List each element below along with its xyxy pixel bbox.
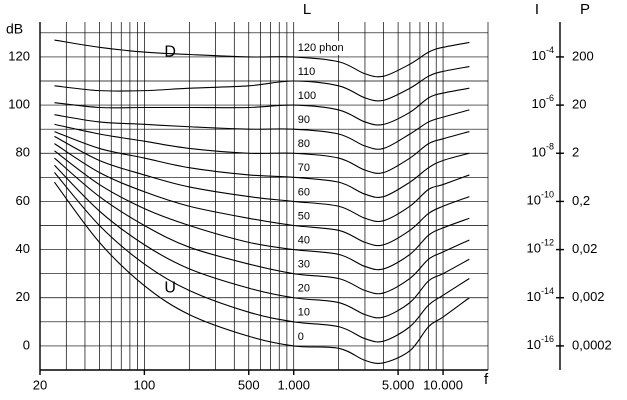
contour-line	[54, 135, 470, 223]
y-tick-label: 40	[16, 241, 30, 256]
x-axis-label: f	[484, 371, 489, 388]
x-tick-label: 1.000	[277, 377, 310, 392]
i-base: 10	[527, 193, 541, 208]
y-tick-label: 120	[8, 48, 30, 63]
contour-line	[54, 123, 470, 174]
i-exponent: -10	[541, 190, 554, 200]
curve-label: 30	[298, 259, 310, 271]
p-tick-label: 2	[572, 145, 579, 160]
curve-label: 60	[298, 186, 310, 198]
contour-line	[54, 131, 470, 198]
label-bg	[295, 257, 313, 272]
y-tick-label: 0	[23, 337, 30, 352]
curve-label: 0	[298, 331, 304, 343]
i-base: 10	[527, 289, 541, 304]
y-tick-label: 60	[16, 193, 30, 208]
curve-label: 70	[298, 162, 310, 174]
curve-label: 40	[298, 234, 310, 246]
x-tick-label: 10.000	[423, 377, 463, 392]
p-tick-label: 0,02	[572, 241, 597, 256]
i-tick-label: 10-12	[527, 238, 554, 256]
contour-line	[54, 66, 470, 102]
y-axis-label: dB	[6, 21, 23, 37]
i-tick-label: 10-8	[532, 142, 554, 160]
contour-line	[54, 87, 470, 126]
label-bg	[295, 185, 313, 200]
label-bg	[295, 305, 313, 320]
i-tick-label: 10-10	[527, 190, 554, 208]
p-tick-label: 200	[572, 48, 594, 63]
i-base: 10	[527, 241, 541, 256]
chart-title: L	[303, 1, 311, 18]
label-bg	[295, 89, 320, 104]
i-exponent: -8	[546, 142, 554, 152]
i-base: 10	[532, 97, 546, 112]
i-tick-label: 10-16	[527, 334, 554, 352]
i-base: 10	[532, 145, 546, 160]
contour-line	[54, 164, 470, 319]
curve-label: 20	[298, 283, 310, 295]
contour-line	[54, 39, 470, 78]
y-tick-label: 80	[16, 145, 30, 160]
x-tick-label: 100	[134, 377, 156, 392]
i-tick-label: 10-6	[532, 93, 554, 111]
contour-line	[54, 157, 470, 295]
annotation: U	[164, 279, 176, 296]
x-tick-label: 500	[238, 377, 260, 392]
i-exponent: -16	[541, 334, 554, 344]
contour-line	[54, 143, 470, 247]
x-tick-label: 20	[33, 377, 47, 392]
curve-label: 10	[298, 307, 310, 319]
y-tick-label: 100	[8, 97, 30, 112]
annotation: D	[164, 43, 176, 60]
label-bg	[295, 233, 313, 248]
curve-label: 80	[298, 138, 310, 150]
p-tick-label: 20	[572, 97, 586, 112]
p-tick-label: 0,0002	[572, 337, 612, 352]
y-tick-label: 20	[16, 289, 30, 304]
curve-label: 50	[298, 210, 310, 222]
contour-line	[54, 150, 470, 271]
right-scale-title: I	[535, 1, 539, 18]
curve-label: 90	[298, 114, 310, 126]
curve-label: 120 phon	[298, 42, 344, 54]
contour-line	[54, 181, 470, 364]
contour-line	[54, 109, 470, 150]
curve-label: 110	[298, 66, 316, 78]
label-bg	[295, 329, 307, 344]
label-bg	[295, 161, 313, 176]
i-exponent: -6	[546, 93, 554, 103]
label-bg	[295, 281, 313, 296]
i-exponent: -14	[541, 286, 554, 296]
right-scale-title: P	[580, 1, 590, 18]
i-base: 10	[527, 337, 541, 352]
contour-line	[54, 172, 470, 343]
label-bg	[295, 40, 352, 55]
label-bg	[295, 65, 320, 80]
x-tick-label: 5.000	[382, 377, 415, 392]
i-exponent: -12	[541, 238, 554, 248]
label-bg	[295, 113, 313, 128]
curve-label: 100	[298, 90, 316, 102]
i-tick-label: 10-4	[532, 45, 554, 63]
p-tick-label: 0,2	[572, 193, 590, 208]
i-base: 10	[532, 48, 546, 63]
p-tick-label: 0,002	[572, 289, 605, 304]
i-exponent: -4	[546, 45, 554, 55]
label-bg	[295, 137, 313, 152]
i-tick-label: 10-14	[527, 286, 554, 304]
label-bg	[295, 209, 313, 224]
